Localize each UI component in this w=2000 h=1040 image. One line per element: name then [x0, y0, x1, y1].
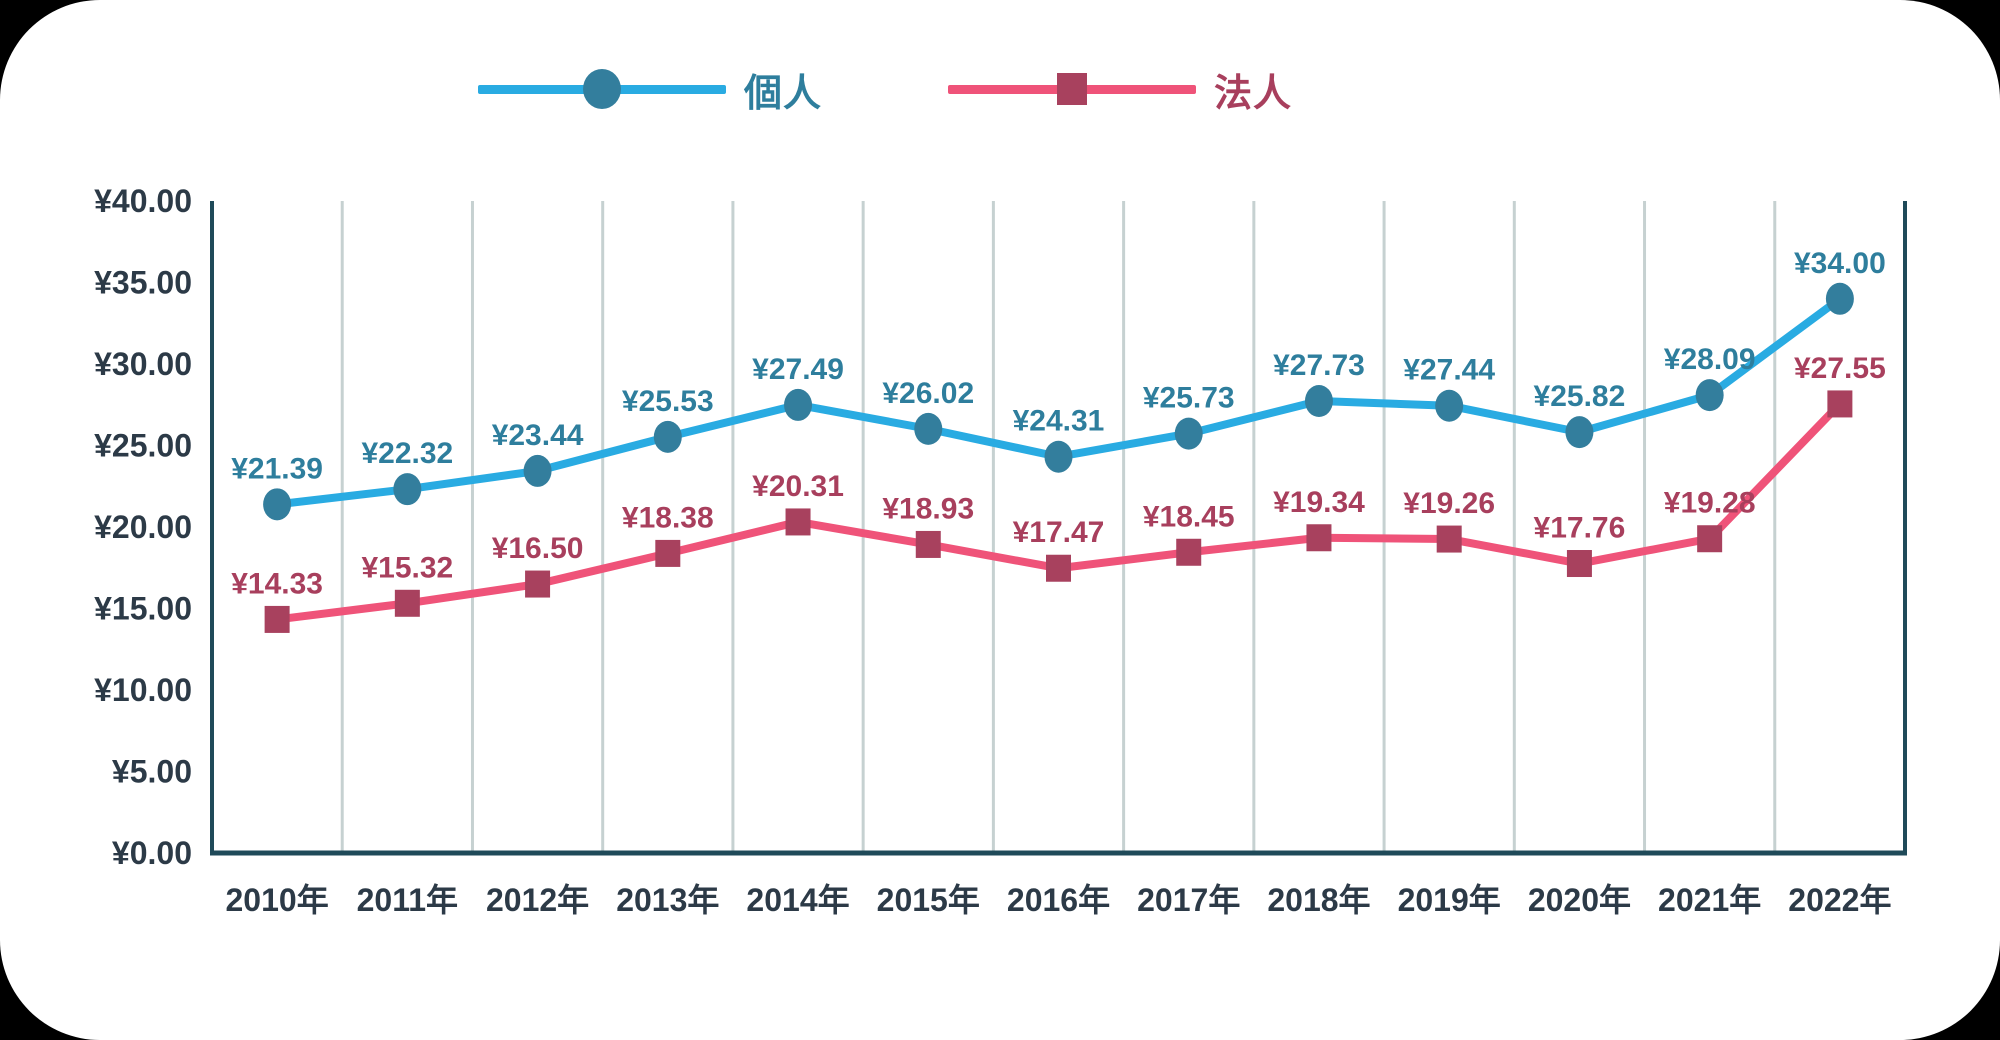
square-marker — [1827, 390, 1853, 418]
x-tick-label: 2015年 — [877, 882, 980, 918]
square-marker — [1306, 524, 1332, 552]
legend-line-sample — [948, 73, 1196, 105]
x-tick-label: 2010年 — [226, 882, 329, 918]
data-label: ¥20.31 — [752, 470, 844, 503]
legend-item-kojin: 個人 — [477, 62, 822, 117]
y-tick-label: ¥30.00 — [94, 346, 192, 382]
square-marker — [1046, 554, 1071, 582]
circle-marker — [784, 388, 813, 421]
x-tick-label: 2019年 — [1398, 882, 1501, 918]
y-tick-label: ¥15.00 — [94, 591, 192, 627]
data-label: ¥18.45 — [1143, 500, 1235, 533]
legend-line-sample — [477, 69, 726, 109]
x-tick-label: 2014年 — [746, 882, 849, 918]
y-tick-label: ¥0.00 — [112, 835, 192, 871]
y-tick-label: ¥35.00 — [94, 265, 192, 301]
y-tick-label: ¥20.00 — [94, 509, 192, 545]
chart-legend: 個人 法人 — [0, 54, 1770, 124]
circle-marker — [1044, 440, 1073, 473]
data-label: ¥25.53 — [622, 385, 714, 418]
x-tick-label: 2017年 — [1137, 882, 1240, 918]
data-label: ¥34.00 — [1794, 247, 1886, 280]
square-marker — [394, 589, 420, 617]
data-label: ¥23.44 — [492, 419, 584, 452]
circle-marker — [393, 473, 422, 506]
square-marker — [1436, 525, 1462, 553]
x-tick-label: 2022年 — [1788, 882, 1891, 918]
square-marker — [1697, 525, 1723, 553]
data-label: ¥27.55 — [1794, 352, 1886, 385]
square-marker — [655, 539, 681, 567]
y-tick-label: ¥25.00 — [94, 428, 192, 464]
legend-item-hojin: 法人 — [948, 62, 1292, 117]
data-label: ¥22.32 — [361, 437, 453, 470]
data-label: ¥16.50 — [492, 532, 584, 565]
data-label: ¥15.32 — [361, 551, 453, 584]
data-label: ¥19.34 — [1273, 486, 1365, 519]
data-label: ¥27.49 — [752, 353, 844, 386]
circle-marker — [523, 454, 552, 487]
square-marker — [915, 530, 941, 558]
x-tick-label: 2013年 — [616, 882, 719, 918]
data-label: ¥28.09 — [1664, 343, 1756, 376]
data-label: ¥18.38 — [622, 501, 714, 534]
y-tick-label: ¥10.00 — [94, 672, 192, 708]
y-tick-label: ¥40.00 — [94, 183, 192, 219]
data-label: ¥19.26 — [1403, 487, 1495, 520]
square-marker — [1176, 538, 1202, 566]
data-label: ¥18.93 — [882, 492, 974, 525]
y-tick-label: ¥5.00 — [112, 754, 192, 790]
circle-marker — [1825, 282, 1854, 315]
circle-marker — [1435, 389, 1464, 422]
square-marker — [525, 570, 551, 598]
data-label: ¥17.47 — [1013, 516, 1105, 549]
square-marker — [1566, 550, 1592, 578]
data-label: ¥24.31 — [1013, 405, 1105, 438]
x-tick-label: 2018年 — [1267, 882, 1370, 918]
data-label: ¥21.39 — [231, 452, 323, 485]
data-label: ¥25.73 — [1143, 382, 1235, 415]
data-label: ¥25.82 — [1534, 380, 1626, 413]
circle-marker — [1174, 417, 1203, 450]
circle-marker — [1695, 379, 1724, 412]
square-marker-icon — [1057, 73, 1087, 105]
x-tick-label: 2021年 — [1658, 882, 1761, 918]
data-label: ¥17.76 — [1534, 512, 1626, 545]
square-marker — [264, 605, 290, 633]
circle-marker — [1565, 416, 1594, 449]
circle-marker — [1304, 385, 1333, 418]
x-tick-label: 2020年 — [1528, 882, 1631, 918]
circle-marker-icon — [582, 69, 621, 109]
data-label: ¥27.73 — [1273, 349, 1365, 382]
square-marker — [785, 508, 811, 536]
data-label: ¥26.02 — [882, 377, 974, 410]
x-tick-label: 2012年 — [486, 882, 589, 918]
legend-label: 法人 — [1214, 72, 1293, 115]
legend-label: 個人 — [743, 72, 822, 115]
data-label: ¥14.33 — [231, 567, 323, 600]
circle-marker — [653, 420, 682, 453]
circle-marker — [914, 412, 943, 445]
x-tick-label: 2011年 — [357, 882, 458, 918]
circle-marker — [263, 488, 292, 521]
data-label: ¥27.44 — [1403, 354, 1495, 387]
x-tick-label: 2016年 — [1007, 882, 1110, 918]
data-label: ¥19.28 — [1664, 487, 1756, 520]
